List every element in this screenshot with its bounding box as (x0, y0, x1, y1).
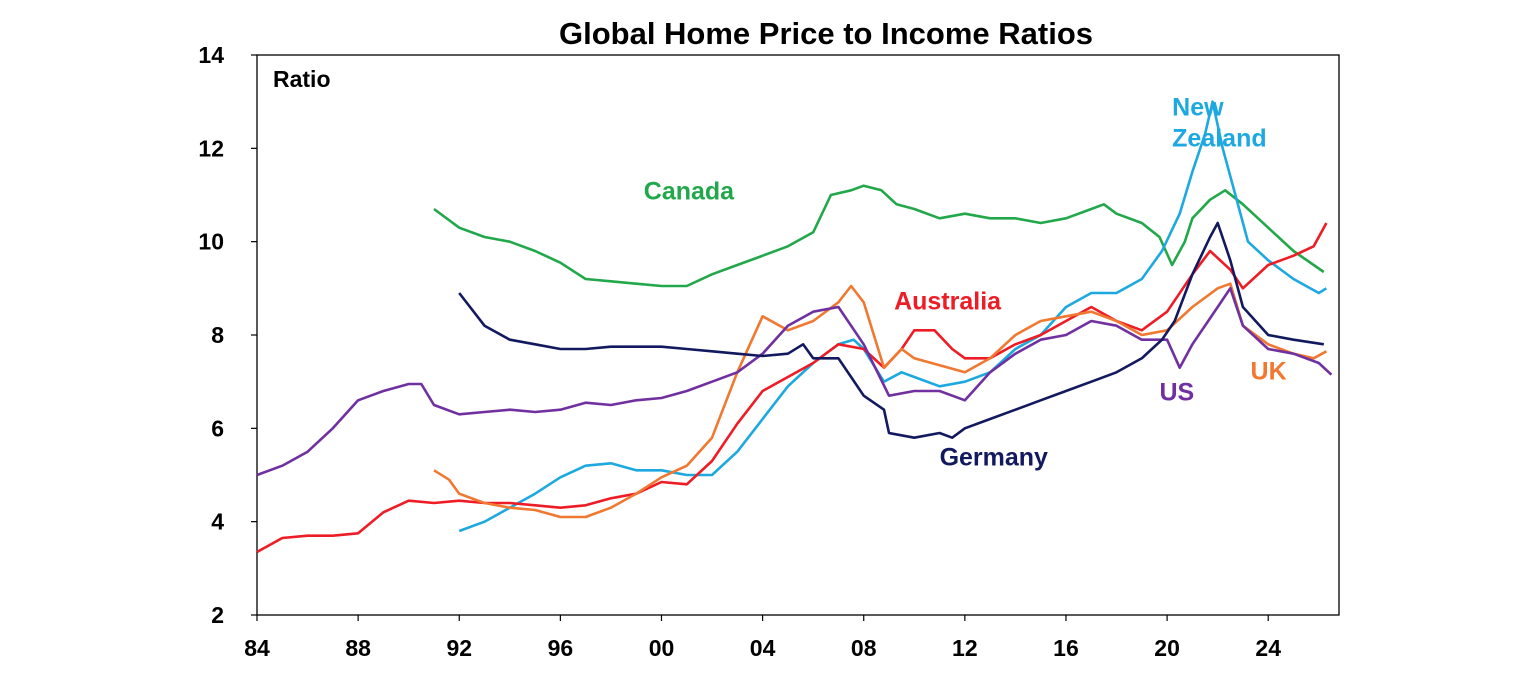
y-tick-label: 8 (211, 322, 224, 348)
series-label-germany: Germany (940, 444, 1048, 472)
x-tick-label: 04 (750, 635, 776, 661)
series-line-canada (433, 184, 1325, 288)
y-tick-label: 10 (198, 229, 224, 255)
x-tick-label: 88 (345, 635, 371, 661)
series-lines (256, 100, 1333, 554)
y-tick-label: 4 (211, 509, 224, 535)
x-tick-label: 96 (548, 635, 574, 661)
series-labels: Canada New Zealand Australia UK US Germany (644, 94, 1287, 472)
x-axis: 84 88 92 96 00 04 08 12 16 20 24 (244, 615, 1281, 661)
x-tick-label: 24 (1255, 635, 1281, 661)
series-label-canada: Canada (644, 178, 735, 206)
y-axis: 2 4 6 8 10 12 14 (198, 42, 257, 628)
x-tick-label: 08 (851, 635, 877, 661)
series-line-germany (458, 221, 1324, 439)
y-tick-label: 12 (198, 135, 224, 161)
series-label-new-zealand: New Zealand (1172, 94, 1266, 153)
series-label-uk: UK (1251, 357, 1287, 385)
x-tick-label: 92 (446, 635, 472, 661)
series-line-new-zealand (458, 100, 1328, 533)
series-label-us: US (1160, 378, 1195, 406)
chart-title: Global Home Price to Income Ratios (559, 16, 1093, 51)
y-tick-label: 14 (198, 42, 224, 68)
y-tick-label: 6 (211, 415, 224, 441)
x-tick-label: 84 (244, 635, 270, 661)
x-tick-label: 12 (952, 635, 978, 661)
series-line-uk (433, 282, 1328, 519)
series-label-australia: Australia (894, 287, 1002, 315)
x-tick-label: 00 (649, 635, 675, 661)
x-tick-label: 20 (1154, 635, 1180, 661)
y-tick-label: 2 (211, 602, 224, 628)
series-line-us (256, 287, 1333, 477)
y-axis-label: Ratio (273, 66, 331, 92)
series-line-australia (256, 222, 1328, 554)
x-tick-label: 16 (1053, 635, 1079, 661)
